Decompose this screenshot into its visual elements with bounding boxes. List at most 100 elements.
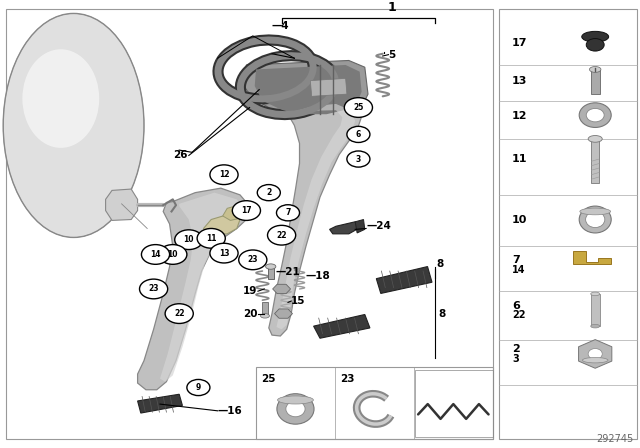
Text: 2: 2 xyxy=(266,188,271,197)
Circle shape xyxy=(141,245,170,264)
Polygon shape xyxy=(255,65,362,114)
Text: 11: 11 xyxy=(512,154,527,164)
Text: 22: 22 xyxy=(174,309,184,318)
Text: 22: 22 xyxy=(512,310,525,320)
Text: 22: 22 xyxy=(276,231,287,240)
Text: 25: 25 xyxy=(261,374,276,384)
Text: 8: 8 xyxy=(436,259,444,269)
Ellipse shape xyxy=(579,103,611,127)
Text: 7: 7 xyxy=(285,208,291,217)
Polygon shape xyxy=(573,251,611,264)
Bar xyxy=(591,294,600,326)
Circle shape xyxy=(344,98,372,117)
Ellipse shape xyxy=(580,208,611,215)
Bar xyxy=(591,69,600,94)
Polygon shape xyxy=(138,188,250,390)
Polygon shape xyxy=(355,220,365,233)
Text: —18: —18 xyxy=(306,271,331,281)
Bar xyxy=(591,139,599,183)
Circle shape xyxy=(276,205,300,221)
Ellipse shape xyxy=(22,49,99,148)
Polygon shape xyxy=(310,78,347,96)
Text: —21: —21 xyxy=(275,267,300,277)
Circle shape xyxy=(347,126,370,142)
Circle shape xyxy=(232,201,260,220)
Polygon shape xyxy=(276,104,355,329)
Ellipse shape xyxy=(588,135,602,142)
Circle shape xyxy=(140,279,168,299)
Text: 2: 2 xyxy=(512,345,520,354)
Text: 6: 6 xyxy=(512,301,520,310)
Ellipse shape xyxy=(579,206,611,233)
Text: 13: 13 xyxy=(512,76,527,86)
Polygon shape xyxy=(243,60,368,121)
Circle shape xyxy=(197,228,225,248)
Circle shape xyxy=(210,243,238,263)
Bar xyxy=(415,370,493,437)
Polygon shape xyxy=(223,204,248,220)
Ellipse shape xyxy=(582,358,608,363)
Text: 8: 8 xyxy=(438,309,445,319)
Text: 15: 15 xyxy=(291,296,306,306)
Ellipse shape xyxy=(277,394,314,424)
Polygon shape xyxy=(204,213,240,235)
Polygon shape xyxy=(106,189,138,220)
Polygon shape xyxy=(138,394,182,413)
Text: 10: 10 xyxy=(512,215,527,224)
Polygon shape xyxy=(160,193,244,382)
Text: 3: 3 xyxy=(356,155,361,164)
Circle shape xyxy=(257,185,280,201)
Bar xyxy=(6,9,493,439)
Text: 25: 25 xyxy=(353,103,364,112)
Text: 12: 12 xyxy=(512,112,527,121)
Ellipse shape xyxy=(586,211,605,228)
Text: 292745: 292745 xyxy=(596,435,634,444)
Ellipse shape xyxy=(286,401,305,417)
Polygon shape xyxy=(376,267,432,293)
Text: 23: 23 xyxy=(148,284,159,293)
Text: —24: —24 xyxy=(367,221,392,231)
Text: —16: —16 xyxy=(218,406,243,416)
Circle shape xyxy=(187,379,210,396)
Polygon shape xyxy=(269,99,362,336)
Text: —4: —4 xyxy=(272,21,290,31)
Bar xyxy=(499,9,637,439)
Ellipse shape xyxy=(266,264,276,269)
Text: 1: 1 xyxy=(387,1,396,14)
Text: 23: 23 xyxy=(340,374,355,384)
Circle shape xyxy=(347,151,370,167)
Ellipse shape xyxy=(278,396,314,404)
Ellipse shape xyxy=(591,292,600,296)
Circle shape xyxy=(210,165,238,185)
Text: 9: 9 xyxy=(196,383,201,392)
Ellipse shape xyxy=(3,13,144,237)
Text: 23: 23 xyxy=(248,255,258,264)
Text: 26: 26 xyxy=(173,151,188,160)
Ellipse shape xyxy=(589,66,601,72)
Text: 19: 19 xyxy=(243,286,257,296)
Ellipse shape xyxy=(582,31,609,42)
Text: 17: 17 xyxy=(512,38,527,47)
Text: 3: 3 xyxy=(512,354,519,364)
Text: 6: 6 xyxy=(356,130,361,139)
Polygon shape xyxy=(273,284,291,293)
Text: 20: 20 xyxy=(243,309,257,319)
Bar xyxy=(268,267,274,279)
Text: 12: 12 xyxy=(219,170,229,179)
Circle shape xyxy=(239,250,267,270)
Ellipse shape xyxy=(260,314,269,318)
Ellipse shape xyxy=(586,39,604,51)
Text: 17: 17 xyxy=(241,206,252,215)
Ellipse shape xyxy=(588,349,602,359)
Text: 7: 7 xyxy=(512,255,520,265)
Text: 14: 14 xyxy=(512,265,525,275)
Polygon shape xyxy=(330,222,358,234)
Text: 14: 14 xyxy=(150,250,161,259)
Circle shape xyxy=(159,245,187,264)
Text: 11: 11 xyxy=(206,234,216,243)
Circle shape xyxy=(175,230,203,250)
Text: 10: 10 xyxy=(168,250,178,259)
Polygon shape xyxy=(579,340,612,368)
Polygon shape xyxy=(314,314,370,338)
Ellipse shape xyxy=(591,324,600,328)
